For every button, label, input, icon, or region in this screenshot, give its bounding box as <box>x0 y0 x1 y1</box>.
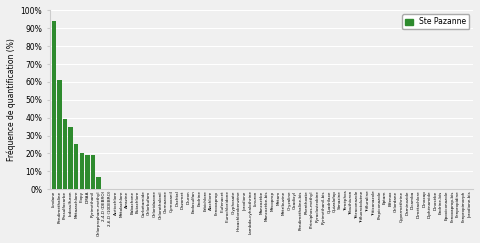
Bar <box>96 177 101 189</box>
Bar <box>57 80 61 189</box>
Bar <box>80 153 84 189</box>
Bar <box>74 145 79 189</box>
Bar <box>91 155 96 189</box>
Bar <box>85 155 90 189</box>
Bar <box>63 120 67 189</box>
Legend: Ste Pazanne: Ste Pazanne <box>402 14 469 29</box>
Bar <box>68 127 73 189</box>
Y-axis label: Fréquence de quantification (%): Fréquence de quantification (%) <box>7 38 16 161</box>
Bar <box>51 21 56 189</box>
